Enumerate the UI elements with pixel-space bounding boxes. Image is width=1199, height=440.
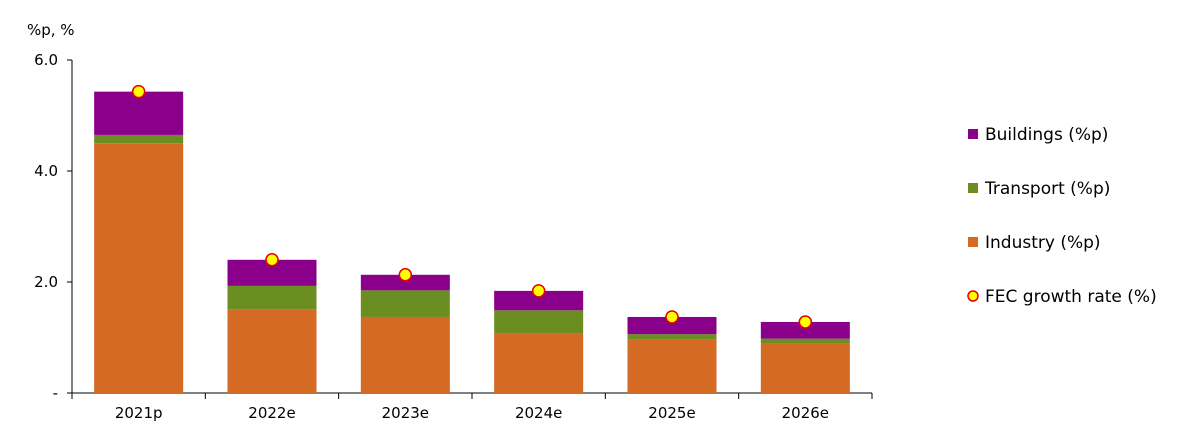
growth-rate-point <box>265 253 279 267</box>
bar-segment <box>227 309 317 393</box>
bar-segment <box>360 274 450 291</box>
y-axis-label: %p, % <box>27 21 75 39</box>
bar-segment <box>760 338 850 344</box>
legend-label: Industry (%p) <box>985 233 1101 253</box>
bar-segment <box>627 316 717 335</box>
bar-segment <box>360 316 450 393</box>
y-axis: - 2.0 4.0 6.0 <box>34 51 73 402</box>
growth-rate-markers <box>131 84 813 329</box>
growth-rate-point <box>131 84 146 99</box>
x-tick-label: 2022e <box>248 404 295 422</box>
x-axis: 2021p 2022e 2023e 2024e 2025e 2026e <box>71 392 873 422</box>
legend-label: FEC growth rate (%) <box>985 287 1157 307</box>
growth-rate-point <box>398 268 413 282</box>
bar-segment <box>627 339 717 393</box>
y-tick-label: 2.0 <box>34 273 58 291</box>
bar-segment <box>494 310 584 334</box>
x-tick-label: 2024e <box>515 404 562 422</box>
bars <box>94 91 850 393</box>
bar-segment <box>494 333 584 393</box>
bar-segment <box>94 143 184 393</box>
bar-segment <box>94 134 184 144</box>
bar-segment <box>227 285 317 310</box>
bar-segment <box>760 321 850 339</box>
y-tick-label: - <box>53 384 58 402</box>
growth-rate-point <box>665 310 679 324</box>
legend: Buildings (%p) Transport (%p) Industry (%p… <box>967 125 1157 307</box>
x-tick-label: 2023e <box>382 404 429 422</box>
y-tick-label: 6.0 <box>34 51 58 69</box>
bar-segment <box>627 334 717 340</box>
x-tick-label: 2021p <box>115 404 163 422</box>
legend-swatch <box>968 129 978 139</box>
legend-swatch <box>968 183 978 193</box>
legend-label: Buildings (%p) <box>985 125 1108 145</box>
bar-segment <box>94 91 184 135</box>
bar-segment <box>360 290 450 317</box>
bar-segment <box>494 290 584 311</box>
legend-swatch <box>968 237 978 247</box>
legend-label: Transport (%p) <box>984 179 1110 199</box>
growth-rate-point <box>798 315 813 329</box>
x-tick-label: 2025e <box>648 404 695 422</box>
legend-swatch <box>967 290 979 302</box>
y-tick-label: 4.0 <box>34 162 58 180</box>
x-tick-label: 2026e <box>782 404 829 422</box>
bar-segment <box>760 343 850 393</box>
growth-rate-point <box>531 284 546 298</box>
